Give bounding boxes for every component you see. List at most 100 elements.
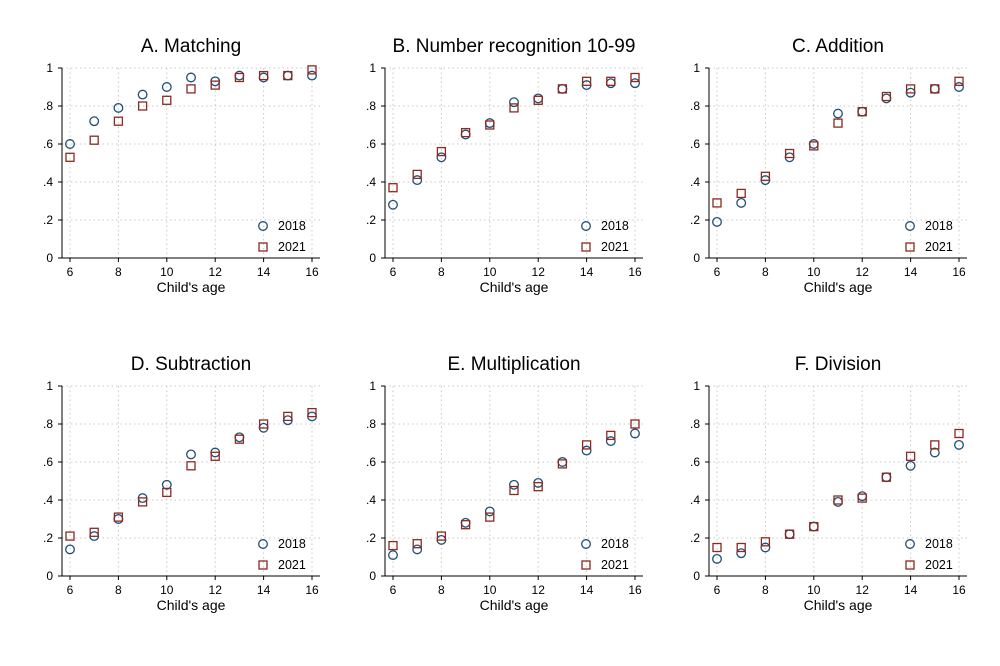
point-2018	[557, 83, 568, 94]
point-2021	[210, 451, 220, 461]
point-2018	[436, 152, 447, 163]
point-2021	[234, 72, 245, 83]
legend-label: 2018	[278, 537, 306, 551]
point-2021	[736, 188, 746, 199]
legend-marker-2018	[581, 221, 591, 231]
y-tick-label: .8	[690, 99, 700, 113]
x-tick-label: 16	[952, 265, 966, 279]
x-tick-label: 16	[952, 583, 966, 597]
point-2021	[258, 419, 269, 429]
y-tick-label: .2	[366, 531, 376, 545]
point-2021	[412, 169, 422, 180]
y-tick-label: 0	[693, 251, 700, 265]
point-2021	[833, 495, 843, 505]
x-tick-label: 12	[856, 583, 870, 597]
point-2021	[606, 76, 616, 86]
legend-marker-2021	[581, 560, 591, 570]
y-tick-label: 1	[693, 379, 700, 393]
point-2018	[186, 72, 196, 83]
point-2018	[282, 70, 293, 81]
y-tick-label: .6	[43, 455, 53, 469]
y-tick-label: .4	[690, 493, 700, 507]
y-tick-label: 0	[369, 569, 376, 583]
point-2018	[581, 445, 592, 456]
point-2018	[929, 83, 940, 94]
point-2021	[186, 461, 196, 471]
point-2021	[460, 127, 471, 138]
point-2021	[881, 472, 892, 482]
point-2018	[137, 89, 148, 100]
point-2018	[630, 428, 640, 439]
point-2021	[283, 70, 293, 81]
y-tick-label: 1	[693, 61, 700, 75]
point-2021	[307, 407, 317, 418]
point-2021	[509, 485, 519, 496]
legend-marker-2018	[905, 539, 915, 549]
y-tick-label: 0	[693, 569, 700, 583]
point-2021	[930, 440, 940, 450]
legend-label: 2021	[601, 240, 629, 254]
y-tick-label: 1	[369, 379, 376, 393]
point-2018	[784, 529, 795, 540]
point-2021	[760, 537, 771, 547]
point-2018	[605, 436, 616, 447]
point-2018	[65, 139, 75, 149]
point-2021	[460, 520, 471, 530]
panel-title: B. Number recognition 10-99	[393, 36, 636, 57]
point-2018	[712, 553, 722, 564]
point-2018	[388, 550, 398, 561]
x-tick-label: 14	[257, 583, 271, 597]
point-2018	[760, 542, 771, 553]
x-tick-label: 14	[580, 265, 594, 279]
point-2021	[113, 116, 124, 126]
legend-label: 2021	[925, 558, 953, 572]
point-2021	[905, 451, 916, 461]
point-2021	[930, 84, 940, 94]
point-2018	[712, 216, 722, 227]
point-2021	[630, 419, 640, 429]
point-2018	[186, 449, 196, 460]
point-2021	[162, 95, 172, 105]
legend-marker-2021	[258, 560, 268, 570]
point-2018	[509, 97, 519, 108]
point-2021	[784, 529, 795, 539]
y-tick-label: 1	[46, 379, 53, 393]
legend-label: 2021	[278, 558, 306, 572]
x-axis-title: Child's age	[480, 279, 549, 295]
point-2018	[234, 432, 245, 443]
point-2018	[605, 78, 616, 89]
point-2021	[809, 141, 819, 151]
point-2018	[234, 70, 245, 81]
x-tick-label: 8	[438, 265, 445, 279]
point-2021	[857, 107, 867, 117]
y-tick-label: .2	[366, 213, 376, 227]
legend-label: 2018	[278, 219, 306, 233]
point-2021	[509, 103, 519, 113]
x-tick-label: 12	[532, 583, 546, 597]
x-tick-label: 16	[305, 265, 319, 279]
legend-label: 2021	[278, 240, 306, 254]
x-tick-label: 8	[115, 265, 122, 279]
x-tick-label: 6	[390, 583, 397, 597]
y-tick-label: .6	[43, 137, 53, 151]
point-2018	[736, 197, 747, 208]
legend-label: 2018	[601, 537, 629, 551]
point-2018	[833, 108, 843, 119]
x-tick-label: 14	[580, 583, 594, 597]
y-tick-label: .8	[43, 99, 53, 113]
point-2018	[881, 472, 892, 483]
x-tick-label: 10	[807, 265, 821, 279]
y-tick-label: 1	[369, 61, 376, 75]
legend-label: 2021	[601, 558, 629, 572]
point-2018	[460, 517, 471, 528]
legend-marker-2021	[258, 242, 268, 252]
point-2021	[388, 540, 398, 551]
y-tick-label: 0	[46, 569, 53, 583]
point-2021	[388, 183, 398, 193]
y-tick-label: .8	[690, 417, 700, 431]
x-tick-label: 6	[390, 265, 397, 279]
